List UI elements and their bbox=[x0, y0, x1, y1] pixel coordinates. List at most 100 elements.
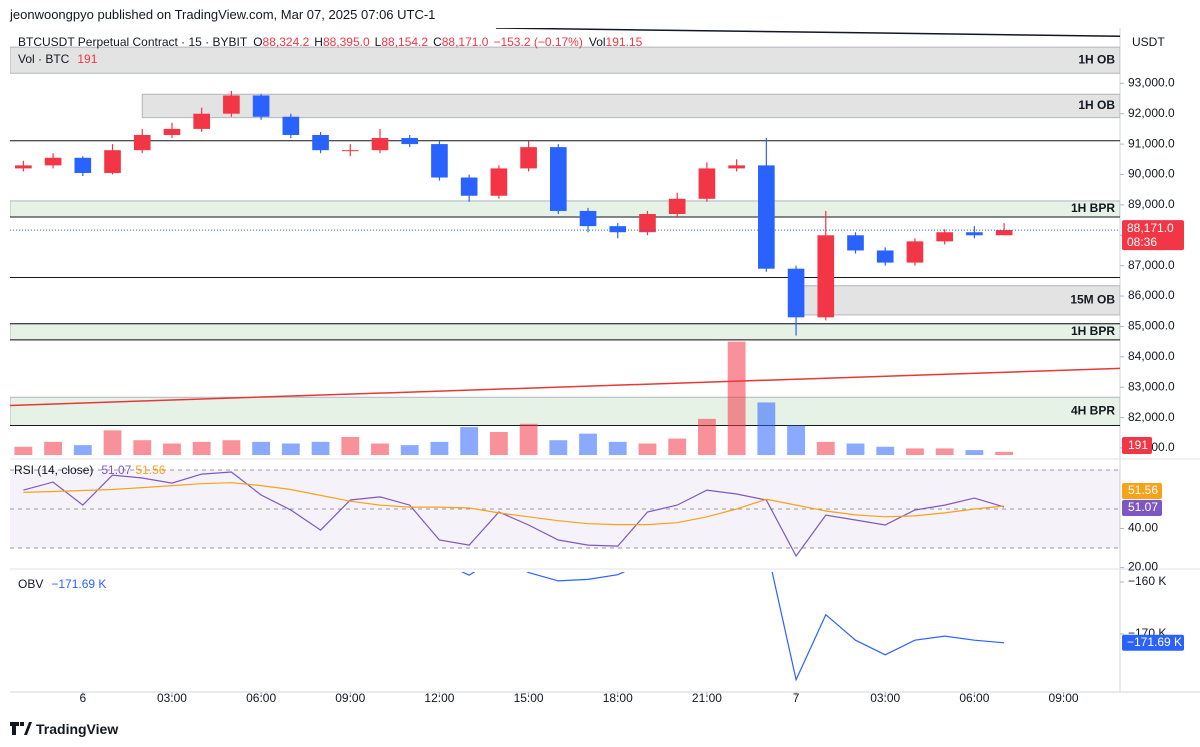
volume-bar bbox=[341, 436, 360, 455]
volume-box-label: 191 bbox=[1128, 438, 1148, 452]
candle-body bbox=[876, 250, 894, 263]
volume-bar bbox=[906, 448, 924, 455]
zone-label: 4H BPR bbox=[1071, 404, 1115, 418]
ohlc-value: 88,171.0 bbox=[441, 35, 489, 49]
candle-body bbox=[906, 241, 924, 263]
zone-label: 15M OB bbox=[1070, 292, 1115, 306]
countdown: 08:36 bbox=[1127, 235, 1157, 249]
volume-bar bbox=[816, 441, 835, 455]
volume-bar bbox=[44, 441, 63, 455]
volume-bar bbox=[876, 446, 895, 455]
candle-body bbox=[668, 198, 686, 214]
y-tick-label: 90,000.0 bbox=[1128, 167, 1175, 181]
volume-bar bbox=[995, 451, 1014, 455]
candle-body bbox=[341, 150, 359, 152]
series-line bbox=[23, 471, 1005, 558]
volume-bar bbox=[192, 441, 211, 455]
obv-legend: OBV −171.69 K bbox=[18, 577, 108, 591]
volume-bar bbox=[935, 448, 954, 455]
y-tick-label: 83,000.0 bbox=[1128, 379, 1175, 393]
obv-title: OBV bbox=[18, 577, 44, 591]
zone-label: 1H OB bbox=[1078, 52, 1115, 66]
candle-body bbox=[44, 157, 62, 166]
x-tick-label: 15:00 bbox=[514, 691, 544, 705]
y-tick-label: 20.00 bbox=[1128, 560, 1158, 574]
x-tick-label: 06:00 bbox=[246, 691, 276, 705]
x-tick-label: 09:00 bbox=[1049, 691, 1079, 705]
candle-body bbox=[936, 232, 953, 242]
candle-body bbox=[520, 147, 537, 169]
zone-label: 1H BPR bbox=[1071, 324, 1115, 338]
volume-box bbox=[1122, 437, 1152, 454]
y-tick-label: 93,000.0 bbox=[1128, 75, 1175, 89]
x-tick-label: 06:00 bbox=[959, 691, 989, 705]
y-tick-label: 84,000.0 bbox=[1128, 349, 1175, 363]
candle-body bbox=[252, 95, 270, 117]
x-tick-label: 18:00 bbox=[603, 691, 633, 705]
publish-info: jeonwoongpyo published on TradingView.co… bbox=[10, 7, 436, 22]
y-tick-label: 85,000.0 bbox=[1128, 319, 1175, 333]
zone bbox=[10, 396, 1120, 427]
candle-body bbox=[787, 268, 805, 318]
zone bbox=[141, 93, 1120, 119]
zone bbox=[10, 323, 1120, 341]
candle-body bbox=[104, 150, 121, 173]
volume-bar bbox=[549, 440, 568, 455]
candle-body bbox=[282, 116, 300, 135]
ohlc-value: 88,154.2 bbox=[381, 35, 429, 49]
x-tick-label: 21:00 bbox=[692, 691, 722, 705]
rsi-last: 51.56 bbox=[135, 463, 166, 477]
last-price-label: 88,171.0 bbox=[1127, 221, 1174, 235]
ohlc-value: 88,324.2 bbox=[262, 35, 310, 49]
candle-body bbox=[312, 134, 329, 151]
rsi-last: 51.07 bbox=[101, 463, 132, 477]
candle-body bbox=[698, 168, 716, 199]
candle-body bbox=[758, 165, 775, 269]
candle-body bbox=[193, 113, 211, 129]
symbol: BTCUSDT Perpetual Contract · 15 · BYBIT bbox=[18, 35, 248, 49]
volume-bar bbox=[14, 446, 33, 455]
rsi-value-label: 51.07 bbox=[1128, 500, 1158, 514]
ohlc-value: 88,395.0 bbox=[322, 35, 370, 49]
series-line bbox=[23, 482, 1005, 526]
volume-legend: Vol · BTC 191 bbox=[18, 52, 99, 66]
candle-body bbox=[431, 144, 448, 178]
volume-bar bbox=[638, 443, 657, 455]
candle-body bbox=[133, 134, 151, 151]
y-tick-label: 87,000.0 bbox=[1128, 258, 1175, 272]
candle-body bbox=[639, 213, 656, 233]
x-tick-label: 12:00 bbox=[424, 691, 454, 705]
y-tick-label: −160 K bbox=[1128, 574, 1166, 588]
rsi-value-label: 51.56 bbox=[1128, 483, 1158, 497]
volume-value: 191.15 bbox=[605, 35, 643, 49]
brand-logo bbox=[10, 722, 32, 735]
x-tick-label: 7 bbox=[793, 691, 800, 705]
obv-last: −171.69 K bbox=[51, 577, 107, 591]
rsi-legend: RSI (14, close) 51.07 51.56 bbox=[14, 463, 169, 477]
candle-body bbox=[995, 230, 1013, 236]
trend-line bbox=[10, 367, 1120, 407]
candle-body bbox=[579, 210, 597, 227]
currency: USDT bbox=[1132, 35, 1165, 49]
volume-bar bbox=[460, 427, 479, 455]
trend-line bbox=[495, 28, 1120, 37]
candle-body bbox=[728, 165, 745, 169]
footer: TradingView bbox=[10, 721, 118, 737]
ohlc-key: C bbox=[433, 35, 442, 49]
price-legend: BTCUSDT Perpetual Contract · 15 · BYBIT O… bbox=[18, 35, 644, 49]
zone-label: 1H OB bbox=[1078, 98, 1115, 112]
volume-key: Vol bbox=[588, 35, 606, 49]
volume-bar bbox=[103, 430, 122, 455]
volume-bar bbox=[668, 438, 687, 455]
x-tick-label: 6 bbox=[79, 691, 86, 705]
volume-bar bbox=[73, 445, 92, 455]
volume-bar bbox=[133, 440, 152, 455]
x-tick-label: 03:00 bbox=[870, 691, 900, 705]
pane bbox=[460, 572, 1005, 682]
candle-body bbox=[371, 138, 389, 151]
candle-body bbox=[490, 168, 508, 196]
y-tick-label: 89,000.0 bbox=[1128, 197, 1175, 211]
candle-body bbox=[817, 235, 835, 318]
